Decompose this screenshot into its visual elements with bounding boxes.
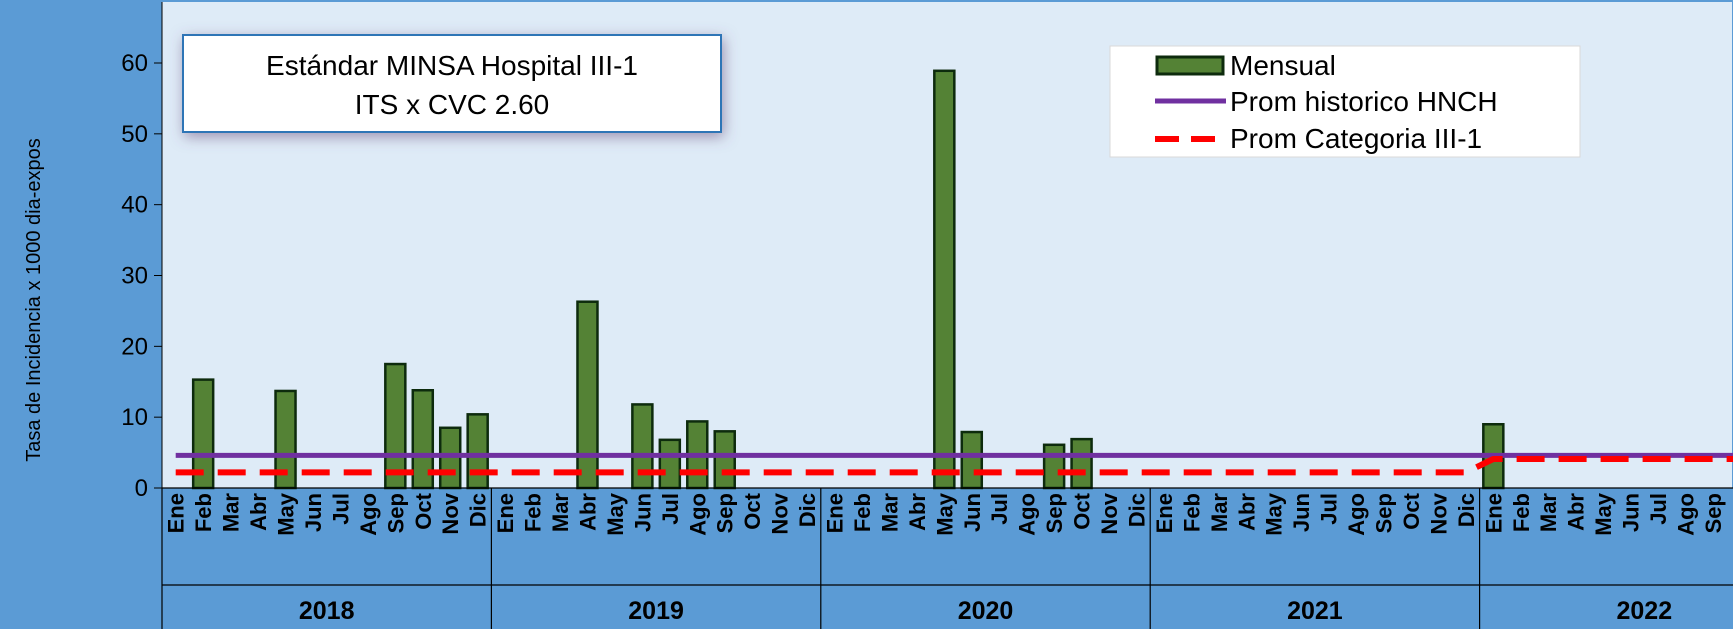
month-label-2022-Jun: Jun: [1619, 493, 1644, 532]
month-label-2020-Dic: Dic: [1124, 493, 1149, 527]
month-label-2021-Mar: Mar: [1207, 493, 1232, 533]
bar-2019-Jun: [631, 403, 654, 490]
y-tick-label: 30: [121, 263, 148, 290]
month-label-2020-Ago: Ago: [1015, 493, 1040, 536]
month-label-2019-Dic: Dic: [795, 493, 820, 527]
month-label-2021-Nov: Nov: [1426, 492, 1451, 534]
month-label-2018-Ago: Ago: [356, 493, 381, 536]
bar-2020-May: [933, 69, 956, 490]
month-label-2021-May: May: [1262, 492, 1287, 536]
bar-2018-Dic: [466, 413, 489, 490]
bar-2019-Sep: [713, 430, 736, 490]
year-label-2021: 2021: [1287, 597, 1343, 625]
bar-2020-Oct: [1070, 437, 1093, 490]
standard-annotation: Estándar MINSA Hospital III-1 ITS x CVC …: [182, 34, 722, 133]
legend-swatch-mensual: [1155, 55, 1225, 76]
month-label-2021-Ene: Ene: [1152, 493, 1177, 533]
standard-annotation-line2: ITS x CVC 2.60: [355, 89, 550, 120]
month-label-2022-Ago: Ago: [1673, 493, 1698, 536]
month-label-2022-Sep: Sep: [1701, 493, 1726, 533]
month-label-2020-Abr: Abr: [905, 493, 930, 531]
year-label-2020: 2020: [958, 597, 1014, 625]
month-label-2019-Ago: Ago: [685, 493, 710, 536]
month-label-2018-Mar: Mar: [219, 493, 244, 533]
month-label-2018-Feb: Feb: [191, 493, 216, 532]
month-label-2018-May: May: [274, 492, 299, 536]
legend-label-mensual: Mensual: [1230, 50, 1336, 81]
month-label-2019-Nov: Nov: [768, 492, 793, 534]
y-tick-label: 0: [135, 475, 148, 502]
bar-2020-Jun: [960, 430, 984, 490]
month-label-2019-Jul: Jul: [658, 493, 683, 525]
month-label-2018-Jun: Jun: [301, 493, 326, 532]
month-label-2019-Sep: Sep: [713, 493, 738, 533]
month-label-2021-Feb: Feb: [1179, 493, 1204, 532]
month-label-2021-Dic: Dic: [1454, 493, 1479, 527]
month-label-2018-Abr: Abr: [246, 493, 271, 531]
legend-label-prom-categoria: Prom Categoria III-1: [1230, 123, 1482, 154]
year-label-2018: 2018: [299, 597, 355, 625]
month-label-2018-Ene: Ene: [164, 493, 189, 533]
y-axis-label: Tasa de Incidencia x 1000 dia-expos: [23, 138, 45, 462]
month-label-2018-Sep: Sep: [383, 493, 408, 533]
month-label-2021-Oct: Oct: [1399, 492, 1424, 529]
month-label-2020-Jun: Jun: [960, 493, 985, 532]
month-label-2020-Feb: Feb: [850, 493, 875, 532]
month-label-2020-Oct: Oct: [1070, 492, 1095, 529]
month-label-2019-Feb: Feb: [521, 493, 546, 532]
year-label-2019: 2019: [628, 597, 684, 625]
month-label-2018-Jul: Jul: [328, 493, 353, 525]
month-label-2022-Ene: Ene: [1481, 493, 1506, 533]
month-label-2022-Mar: Mar: [1536, 493, 1561, 533]
month-label-2019-Ene: Ene: [493, 493, 518, 533]
month-label-2019-Oct: Oct: [740, 492, 765, 529]
series-line-prom-categoria-iii-1: [175, 456, 1733, 476]
month-label-2019-May: May: [603, 492, 628, 536]
month-label-2018-Dic: Dic: [466, 493, 491, 527]
bar-2020-Sep: [1042, 443, 1066, 490]
month-label-2021-Jul: Jul: [1317, 493, 1342, 525]
month-label-2018-Oct: Oct: [411, 492, 436, 529]
y-tick-label: 60: [121, 50, 148, 77]
month-label-2022-May: May: [1591, 492, 1616, 536]
y-tick-label: 20: [121, 333, 148, 360]
month-label-2022-Feb: Feb: [1509, 493, 1534, 532]
month-label-2020-Ene: Ene: [823, 493, 848, 533]
legend-label-prom-historico: Prom historico HNCH: [1230, 86, 1498, 117]
year-label-2022: 2022: [1616, 597, 1672, 625]
month-label-2020-Mar: Mar: [877, 493, 902, 533]
month-label-2022-Abr: Abr: [1564, 493, 1589, 531]
month-label-2021-Abr: Abr: [1234, 493, 1259, 531]
month-label-2021-Sep: Sep: [1372, 493, 1397, 533]
month-label-2020-Sep: Sep: [1042, 493, 1067, 533]
month-label-2020-Jul: Jul: [987, 493, 1012, 525]
month-label-2020-May: May: [932, 492, 957, 536]
month-label-2021-Ago: Ago: [1344, 493, 1369, 536]
legend: Mensual Prom historico HNCH Prom Categor…: [1109, 45, 1581, 158]
y-tick-label: 10: [121, 404, 148, 431]
month-label-2018-Nov: Nov: [438, 492, 463, 534]
month-label-2022-Oct: Oct: [1728, 492, 1733, 529]
y-tick-label: 40: [121, 192, 148, 219]
month-label-2020-Nov: Nov: [1097, 492, 1122, 534]
month-label-2021-Jun: Jun: [1289, 493, 1314, 532]
month-label-2019-Mar: Mar: [548, 493, 573, 533]
bar-2019-Abr: [576, 300, 599, 490]
bar-2019-Jul: [658, 438, 682, 490]
month-label-2022-Jul: Jul: [1646, 493, 1671, 525]
standard-annotation-line1: Estándar MINSA Hospital III-1: [266, 50, 638, 81]
month-label-2019-Abr: Abr: [575, 493, 600, 531]
month-label-2019-Jun: Jun: [630, 493, 655, 532]
y-tick-label: 50: [121, 121, 148, 148]
